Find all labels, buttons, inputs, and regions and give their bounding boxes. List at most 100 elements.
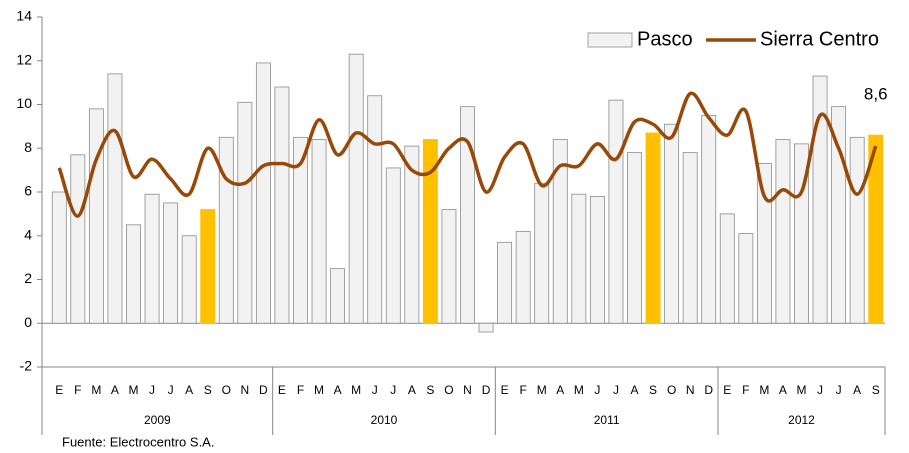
x-tick-label: A bbox=[185, 383, 193, 397]
x-tick-label: S bbox=[872, 383, 880, 397]
bar bbox=[348, 53, 364, 324]
bar bbox=[497, 241, 513, 324]
bar bbox=[51, 191, 67, 324]
x-tick-label: N bbox=[686, 383, 695, 397]
x-tick-label: M bbox=[797, 383, 807, 397]
bar bbox=[218, 136, 234, 324]
year-label: 2009 bbox=[144, 413, 171, 427]
bar bbox=[608, 99, 624, 324]
y-tick-label: 8 bbox=[24, 139, 32, 155]
legend-label: Sierra Centro bbox=[760, 28, 879, 50]
x-tick-label: E bbox=[501, 383, 509, 397]
x-tick-label: S bbox=[649, 383, 657, 397]
x-tick-label: O bbox=[444, 383, 453, 397]
bar bbox=[144, 193, 160, 324]
bar bbox=[756, 163, 772, 324]
bar bbox=[868, 134, 884, 324]
bar bbox=[70, 154, 86, 324]
bar bbox=[255, 62, 271, 324]
y-tick-label: 2 bbox=[24, 270, 32, 286]
year-label: 2012 bbox=[788, 413, 815, 427]
x-tick-label: S bbox=[204, 383, 212, 397]
x-tick-label: A bbox=[779, 383, 787, 397]
x-tick-label: A bbox=[334, 383, 342, 397]
x-tick-label: M bbox=[129, 383, 139, 397]
x-tick-label: F bbox=[519, 383, 526, 397]
y-tick-label: 10 bbox=[16, 95, 32, 111]
bar bbox=[645, 132, 661, 324]
x-tick-label: M bbox=[537, 383, 547, 397]
x-tick-label: M bbox=[351, 383, 361, 397]
y-tick-label: 0 bbox=[24, 314, 32, 330]
bar bbox=[738, 233, 754, 324]
bar bbox=[107, 73, 123, 324]
y-tick-label: -2 bbox=[20, 358, 33, 374]
x-tick-label: A bbox=[111, 383, 119, 397]
year-label: 2011 bbox=[594, 413, 620, 427]
bar bbox=[682, 152, 698, 324]
x-tick-label: M bbox=[91, 383, 101, 397]
bar bbox=[812, 75, 828, 324]
bar bbox=[404, 145, 420, 324]
x-tick-label: J bbox=[836, 383, 842, 397]
bar bbox=[571, 193, 587, 324]
bar bbox=[181, 235, 197, 324]
y-tick-label: 4 bbox=[24, 226, 32, 242]
x-tick-label: J bbox=[168, 383, 174, 397]
data-label: 8,6 bbox=[864, 85, 888, 104]
y-tick-label: 14 bbox=[16, 8, 32, 24]
bar bbox=[274, 86, 290, 324]
bar bbox=[200, 209, 216, 324]
x-tick-label: S bbox=[426, 383, 434, 397]
legend-swatch bbox=[587, 32, 633, 48]
x-tick-label: N bbox=[240, 383, 249, 397]
x-tick-label: N bbox=[463, 383, 472, 397]
bar bbox=[385, 167, 401, 324]
bar bbox=[441, 209, 457, 324]
bar bbox=[701, 115, 717, 324]
x-tick-label: M bbox=[574, 383, 584, 397]
x-tick-label: E bbox=[55, 383, 63, 397]
x-tick-label: A bbox=[630, 383, 638, 397]
bar bbox=[237, 101, 253, 324]
x-tick-label: J bbox=[613, 383, 619, 397]
bar bbox=[478, 322, 494, 333]
bar bbox=[849, 136, 865, 324]
legend-label: Pasco bbox=[637, 28, 693, 50]
x-tick-label: F bbox=[297, 383, 304, 397]
x-tick-label: O bbox=[222, 383, 231, 397]
x-tick-label: A bbox=[408, 383, 416, 397]
y-tick-label: 12 bbox=[16, 51, 32, 67]
bar bbox=[775, 139, 791, 324]
x-tick-label: J bbox=[372, 383, 378, 397]
x-tick-label: A bbox=[556, 383, 564, 397]
bar bbox=[460, 106, 475, 324]
bar bbox=[126, 224, 141, 324]
source: Fuente: Electrocentro S.A. bbox=[62, 434, 214, 449]
bar bbox=[589, 195, 605, 324]
x-tick-label: J bbox=[149, 383, 155, 397]
x-tick-label: A bbox=[853, 383, 861, 397]
bar bbox=[794, 143, 809, 324]
bar bbox=[422, 139, 438, 324]
bar bbox=[552, 139, 568, 324]
bar bbox=[88, 108, 104, 324]
bar bbox=[293, 136, 308, 324]
x-tick-label: E bbox=[723, 383, 731, 397]
x-tick-label: D bbox=[482, 383, 491, 397]
bar bbox=[515, 230, 531, 324]
bar bbox=[664, 123, 680, 324]
x-tick-label: D bbox=[704, 383, 713, 397]
bar bbox=[311, 139, 327, 324]
line bbox=[57, 91, 878, 218]
x-tick-label: O bbox=[667, 383, 676, 397]
year-label: 2010 bbox=[371, 413, 398, 427]
bar bbox=[534, 182, 550, 324]
bar bbox=[163, 202, 179, 324]
x-tick-label: J bbox=[594, 383, 600, 397]
x-tick-label: F bbox=[74, 383, 81, 397]
x-tick-label: F bbox=[742, 383, 749, 397]
bar bbox=[627, 152, 642, 324]
bar bbox=[719, 213, 735, 324]
